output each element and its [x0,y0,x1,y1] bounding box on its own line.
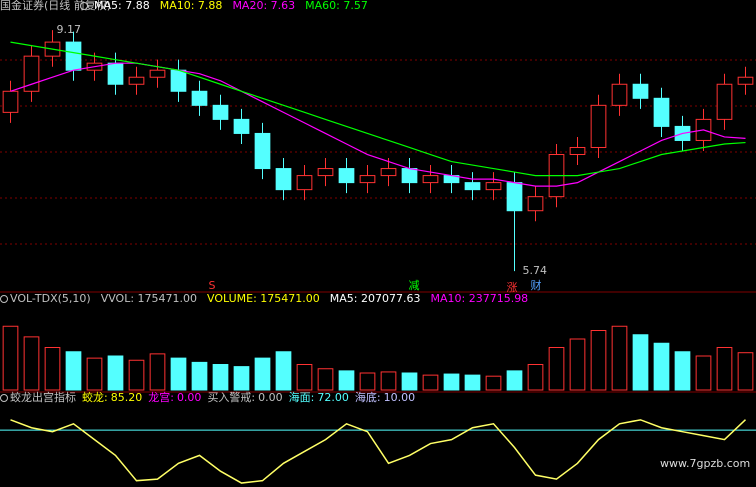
signal-marker: 财 [531,278,542,292]
volume-bar [590,330,607,391]
candle-body [170,69,187,92]
volume-bar [191,361,208,391]
volume-bar [2,325,19,391]
candle-body [380,168,397,177]
candle-body [716,83,733,120]
indicator-item-value: 0.00 [177,391,202,404]
candle-body [401,168,418,184]
volume-bar [233,366,250,391]
low-label: 5.74 [523,264,548,277]
indicator-name: 蛟龙出宫指标 [10,390,76,404]
watermark: www.7gpzb.com [660,457,750,470]
candle-body [590,104,607,148]
volume-legend: VOLUME: 175471.00 [207,292,320,305]
volume-bar [338,370,355,391]
volume-bar [296,364,313,391]
volume-bar [107,355,124,391]
volume-bar [527,364,544,391]
candle-body [296,175,313,191]
indicator-item-name: 海底: [355,390,381,404]
legend-icon [0,394,8,402]
legend-icon [80,2,88,10]
volume-bar [443,373,460,391]
candle-body [275,168,292,191]
volume-legend: MA10: 237715.98 [430,292,528,305]
volume-bar [422,374,439,391]
volume-bar [128,359,145,391]
volume-bar [170,357,187,391]
signal-marker: 减 [409,279,420,292]
candle-body [317,168,334,177]
volume-bar [485,375,502,391]
volume-bar [359,372,376,391]
volume-bar [86,357,103,391]
volume-bar [653,342,670,391]
indicator-item-name: 买入警戒: [207,390,255,404]
volume-bar [569,338,586,391]
signal-marker: 涨 [507,281,518,294]
candle-body [632,83,649,99]
candle-body [569,146,586,156]
volume-bar [464,374,481,391]
ma-legend: MA60: 7.57 [305,0,368,12]
indicator-item-value: 72.00 [317,391,349,404]
volume-bar [611,325,628,391]
indicator-item-name: 海面: [289,390,315,404]
indicator-item-value: 85.20 [111,391,143,404]
indicator-line [10,419,747,484]
ma-legend: MA20: 7.63 [232,0,295,12]
candle-body [611,83,628,106]
volume-bar [23,336,40,391]
legend-icon [0,295,8,303]
indicator-item-value: 10.00 [384,391,416,404]
signal-marker: S [209,279,216,292]
volume-bar [674,351,691,391]
volume-bar [65,351,82,391]
candle-body [191,90,208,106]
volume-bar [380,371,397,391]
indicator-item-name: 蛟龙: [82,390,108,404]
candle-body [2,90,19,113]
volume-bar [737,352,754,391]
volume-bar [401,372,418,391]
candle-body [506,182,523,212]
volume-bar [716,347,733,391]
volume-bar [44,347,61,391]
volume-legend: MA5: 207077.63 [330,292,421,305]
ma-legend: MA5: 7.88 [94,0,150,12]
volume-bar [695,355,712,391]
volume-bar [548,347,565,391]
candle-body [254,132,271,170]
candle-body [653,97,670,127]
volume-bar [275,351,292,391]
indicator-item-name: 龙宫: [148,390,174,404]
candle-body [107,62,124,85]
volume-legend: VVOL: 175471.00 [101,292,197,305]
volume-bar [254,357,271,391]
candle-body [359,175,376,184]
volume-bar [632,334,649,391]
volume-legend: VOL-TDX(5,10) [10,292,91,305]
candle-body [65,41,82,71]
volume-bar [149,353,166,391]
candle-body [128,76,145,85]
high-label: 9.17 [57,23,82,36]
candle-body [737,76,754,85]
candle-body [464,182,481,191]
candle-body [149,69,166,78]
ma-line [10,41,746,177]
candle-body [338,168,355,184]
volume-bar [317,368,334,391]
candle-body [485,182,502,191]
candle-body [527,196,544,212]
ma-legend: MA10: 7.88 [160,0,223,12]
volume-bar [506,370,523,391]
volume-bar [212,364,229,391]
candle-body [233,118,250,134]
candle-body [212,104,229,120]
candle-body [422,175,439,184]
indicator-item-value: 0.00 [258,391,283,404]
